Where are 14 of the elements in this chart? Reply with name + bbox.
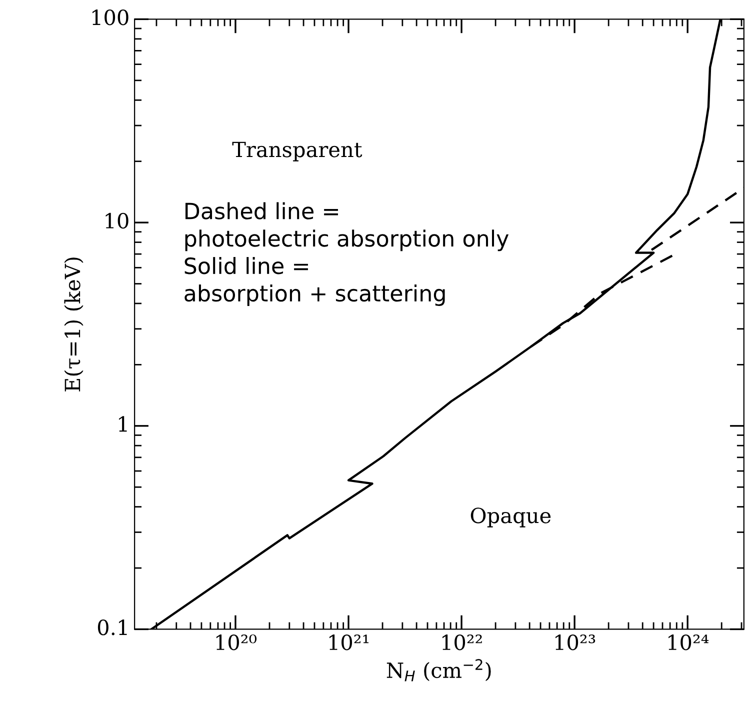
x-tick-label: 10²⁰ <box>216 634 257 650</box>
y-tick-label: 0.1 <box>98 620 127 636</box>
annotation: Opaque <box>470 508 551 528</box>
x-tick-label: 10²² <box>442 634 482 650</box>
y-axis-title: E(τ=1) (keV) <box>64 258 84 392</box>
x-tick-label: 10²³ <box>555 634 596 650</box>
y-tick-label: 1 <box>118 416 127 432</box>
x-axis-title: N$_{H}$ (cm$^{−2}$) <box>386 659 491 682</box>
annotation: Dashed line = photoelectric absorption only Solid line = absorption + scattering <box>184 202 509 306</box>
x-tick-label: 10²¹ <box>329 634 368 650</box>
y-tick-label: 100 <box>92 9 128 26</box>
x-tick-label: 10²⁴ <box>668 634 709 650</box>
annotation: Transparent <box>232 142 362 162</box>
y-tick-label: 10 <box>106 212 128 229</box>
